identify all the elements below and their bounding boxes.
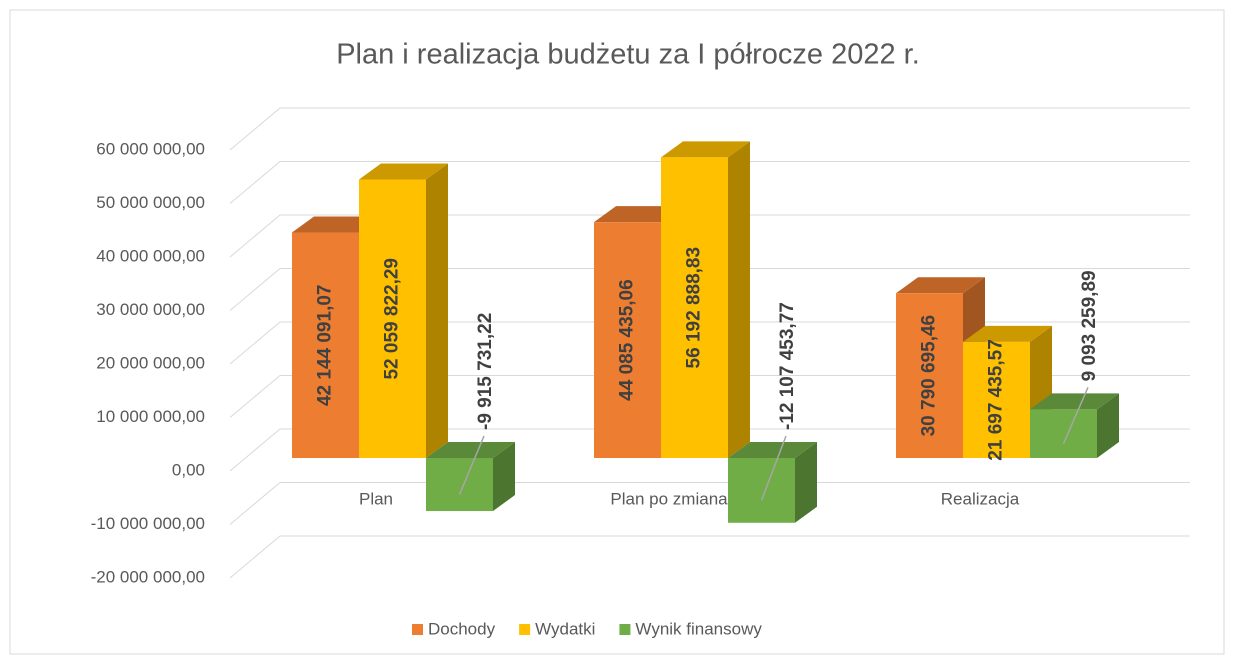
data-label: 44 085 435,06: [617, 279, 638, 401]
data-label: 30 790 695,46: [919, 315, 940, 437]
y-tick-label: 0,00: [172, 460, 205, 479]
bar: [292, 232, 359, 458]
leader-line: [458, 435, 485, 495]
bar-top: [594, 206, 683, 223]
data-label: 9 093 259,89: [1079, 270, 1100, 381]
grid-line: [229, 482, 1190, 525]
bar-top: [963, 325, 1052, 342]
bar-top: [896, 277, 985, 294]
grid-line: [229, 535, 1190, 579]
legend-label: Dochody: [428, 619, 496, 638]
bar-side: [493, 442, 515, 512]
y-tick-label: 20 000 000,00: [96, 353, 205, 372]
leader-line: [1062, 387, 1089, 444]
grid-line: [229, 321, 1190, 365]
bar-side: [728, 141, 750, 458]
grid-line: [229, 268, 1190, 311]
x-tick-label: Plan po zmianach: [610, 489, 745, 508]
y-tick-label: 60 000 000,00: [96, 139, 205, 158]
legend-label: Wydatki: [535, 619, 595, 638]
bar-side: [795, 442, 817, 523]
bar: [963, 341, 1030, 458]
data-label: 56 192 888,83: [684, 247, 705, 369]
bar-top: [359, 163, 448, 180]
grid-line: [229, 375, 1190, 418]
legend-swatch: [412, 624, 423, 635]
bar: [426, 458, 493, 512]
data-label: 21 697 435,57: [986, 339, 1007, 461]
bar: [594, 222, 661, 458]
y-tick-label: -20 000 000,00: [91, 567, 205, 586]
grid-line: [229, 107, 1190, 151]
bar: [896, 293, 963, 458]
y-tick-label: -10 000 000,00: [91, 514, 205, 533]
data-label: -9 915 731,22: [475, 313, 496, 430]
grid-line: [229, 214, 1190, 258]
x-tick-label: Realizacja: [941, 489, 1020, 508]
x-tick-label: Plan: [359, 489, 393, 508]
data-label: -12 107 453,77: [777, 302, 798, 430]
legend-swatch: [519, 624, 531, 635]
y-tick-label: 30 000 000,00: [96, 300, 205, 319]
chart-title: Plan i realizacja budżetu za I półrocze …: [336, 39, 920, 71]
data-label: 42 144 091,07: [315, 285, 336, 407]
data-label: 52 059 822,29: [382, 258, 403, 380]
y-tick-label: 40 000 000,00: [96, 246, 205, 265]
bar: [728, 458, 795, 523]
bar-side: [426, 163, 448, 458]
legend-label: Wynik finansowy: [635, 619, 762, 638]
grid-line: [229, 428, 1190, 472]
bar: [1030, 409, 1097, 458]
bar-top: [426, 442, 515, 458]
bar-side: [1097, 393, 1119, 458]
grid-line: [229, 161, 1190, 204]
y-tick-label: 50 000 000,00: [96, 193, 205, 212]
bar-top: [292, 216, 381, 233]
legend-swatch: [619, 624, 631, 635]
bar-top: [1030, 393, 1119, 410]
bar-top: [728, 442, 817, 458]
bar: [359, 179, 426, 458]
bar-top: [661, 141, 750, 158]
y-tick-label: 10 000 000,00: [96, 407, 205, 426]
bar: [661, 157, 728, 458]
leader-line: [760, 435, 787, 501]
